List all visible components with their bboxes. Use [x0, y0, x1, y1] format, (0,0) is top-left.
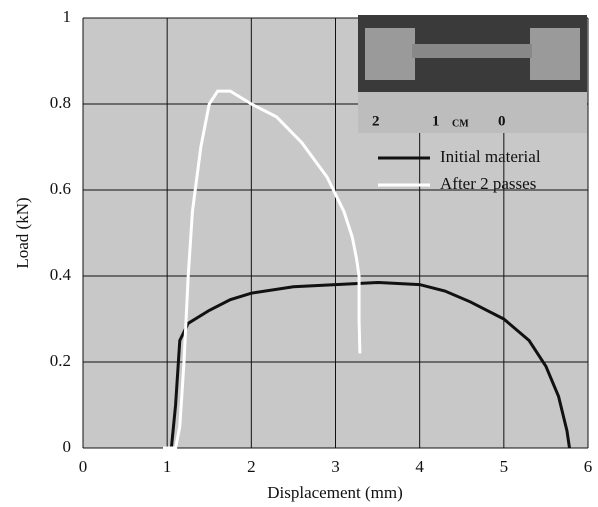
x-tick-label: 4: [415, 457, 424, 476]
photo-label: 2: [372, 113, 380, 129]
y-tick-label: 0.6: [50, 179, 71, 198]
lines: [162, 89, 571, 450]
ruler: [358, 92, 587, 133]
y-tick-label: 0: [63, 437, 72, 456]
x-axis-label: Displacement (mm): [267, 483, 403, 502]
photo-label: 0: [498, 113, 506, 129]
x-tick-label: 2: [247, 457, 256, 476]
x-tick-label: 0: [79, 457, 88, 476]
data-line: [162, 89, 362, 450]
photo-label: CM: [452, 118, 469, 129]
specimen-grip: [365, 28, 415, 80]
y-tick-label: 0.2: [50, 351, 71, 370]
legend-label: Initial material: [440, 147, 541, 166]
y-tick-label: 1: [63, 7, 72, 26]
y-tick-label: 0.8: [50, 93, 71, 112]
x-tick-label: 6: [584, 457, 593, 476]
x-tick-label: 1: [163, 457, 172, 476]
legend-label: After 2 passes: [440, 174, 536, 193]
specimen-grip: [530, 28, 580, 80]
y-tick-label: 0.4: [50, 265, 72, 284]
photo-label: 1: [432, 113, 440, 129]
y-axis-label: Load (kN): [13, 197, 32, 268]
specimen-gauge: [412, 44, 532, 58]
x-tick-label: 3: [331, 457, 340, 476]
data-line: [162, 280, 571, 450]
photo: 2 1 CM 0: [358, 15, 587, 133]
x-tick-label: 5: [500, 457, 509, 476]
